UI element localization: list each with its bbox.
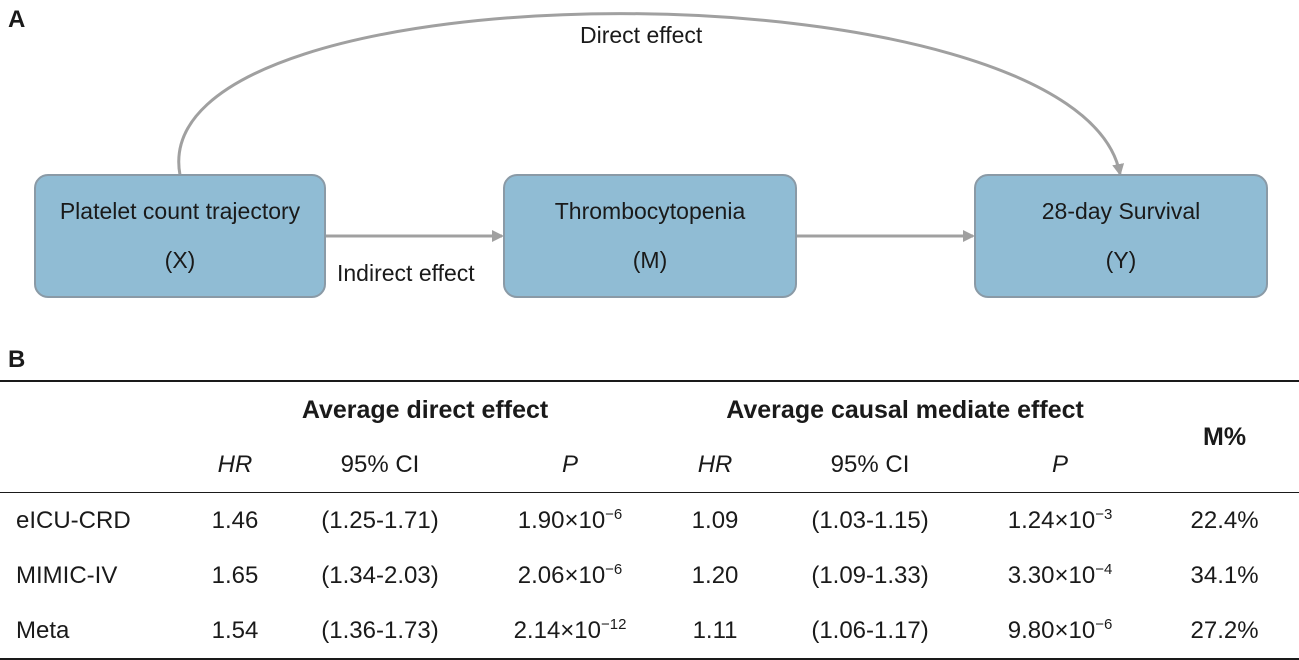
mediate-ci-cell: (1.03-1.15) (811, 506, 929, 534)
mediate-hr-cell: 1.09 (691, 506, 739, 534)
node-x-platelet-trajectory: Platelet count trajectory (X) (34, 174, 326, 298)
table-row: Meta 1.54 (1.36-1.73) 2.14×10−12 1.11 (1… (0, 603, 1299, 659)
mediate-p-cell: 9.80×10−6 (1007, 616, 1113, 644)
mediate-hr-cell: 1.11 (692, 616, 738, 644)
row-label: eICU-CRD (16, 506, 131, 534)
m-percent-cell: 34.1% (1190, 561, 1259, 589)
results-table: Average direct effect Average causal med… (0, 380, 1299, 660)
row-label: Meta (16, 616, 70, 644)
node-m-thrombocytopenia: Thrombocytopenia (M) (503, 174, 797, 298)
direct-effect-group-header: Average direct effect (301, 395, 549, 424)
mediate-p-header: P (1052, 451, 1069, 478)
empty-subheader-cell (0, 438, 190, 493)
direct-p-cell: 2.06×10−6 (517, 561, 623, 589)
row-label: MIMIC-IV (16, 561, 118, 589)
direct-ci-cell: (1.25-1.71) (321, 506, 439, 534)
mediate-p-cell: 3.30×10−4 (1007, 561, 1113, 589)
direct-p-cell: 1.90×10−6 (517, 506, 623, 534)
empty-header-cell (0, 381, 190, 438)
m-percent-header: M% (1203, 422, 1247, 451)
node-y-symbol: (Y) (1105, 247, 1137, 273)
table-sub-header-row: HR 95% CI P HR 95% CI P (0, 438, 1299, 493)
panel-b-label: B (8, 346, 26, 373)
node-y-survival: 28-day Survival (Y) (974, 174, 1268, 298)
node-m-title: Thrombocytopenia (554, 198, 746, 224)
direct-hr-header: HR (217, 451, 253, 478)
node-y-title: 28-day Survival (1041, 198, 1201, 224)
mediate-hr-header: HR (697, 451, 733, 478)
direct-p-header: P (562, 451, 579, 478)
mediate-ci-cell: (1.06-1.17) (811, 616, 929, 644)
direct-p-cell: 2.14×10−12 (513, 616, 627, 644)
table-group-header-row: Average direct effect Average causal med… (0, 381, 1299, 451)
node-x-title: Platelet count trajectory (59, 198, 301, 224)
indirect-effect-label: Indirect effect (337, 260, 475, 286)
node-m-symbol: (M) (632, 247, 668, 273)
table-row: MIMIC-IV 1.65 (1.34-2.03) 2.06×10−6 1.20… (0, 548, 1299, 603)
direct-effect-arrow (177, 12, 1125, 176)
panel-a-label: A (8, 6, 26, 33)
direct-hr-cell: 1.54 (211, 616, 259, 644)
m-percent-cell: 22.4% (1190, 506, 1259, 534)
mediate-hr-cell: 1.20 (691, 561, 739, 589)
direct-ci-header: 95% CI (340, 451, 420, 478)
direct-effect-label: Direct effect (580, 22, 703, 48)
mediate-ci-header: 95% CI (830, 451, 910, 478)
direct-hr-cell: 1.65 (211, 561, 259, 589)
table-row: eICU-CRD 1.46 (1.25-1.71) 1.90×10−6 1.09… (0, 492, 1299, 549)
direct-hr-cell: 1.46 (211, 506, 259, 534)
mediate-ci-cell: (1.09-1.33) (811, 561, 929, 589)
direct-ci-cell: (1.34-2.03) (321, 561, 439, 589)
mediate-effect-group-header: Average causal mediate effect (726, 395, 1084, 424)
diagram-arrows (177, 12, 1125, 242)
results-table-container: Average direct effect Average causal med… (0, 380, 1299, 660)
node-x-symbol: (X) (164, 247, 196, 273)
mediation-diagram: Direct effect Indirect effect Platelet c… (34, 12, 1268, 298)
mediate-p-cell: 1.24×10−3 (1007, 506, 1113, 534)
direct-ci-cell: (1.36-1.73) (321, 616, 439, 644)
m-percent-cell: 27.2% (1190, 616, 1259, 644)
